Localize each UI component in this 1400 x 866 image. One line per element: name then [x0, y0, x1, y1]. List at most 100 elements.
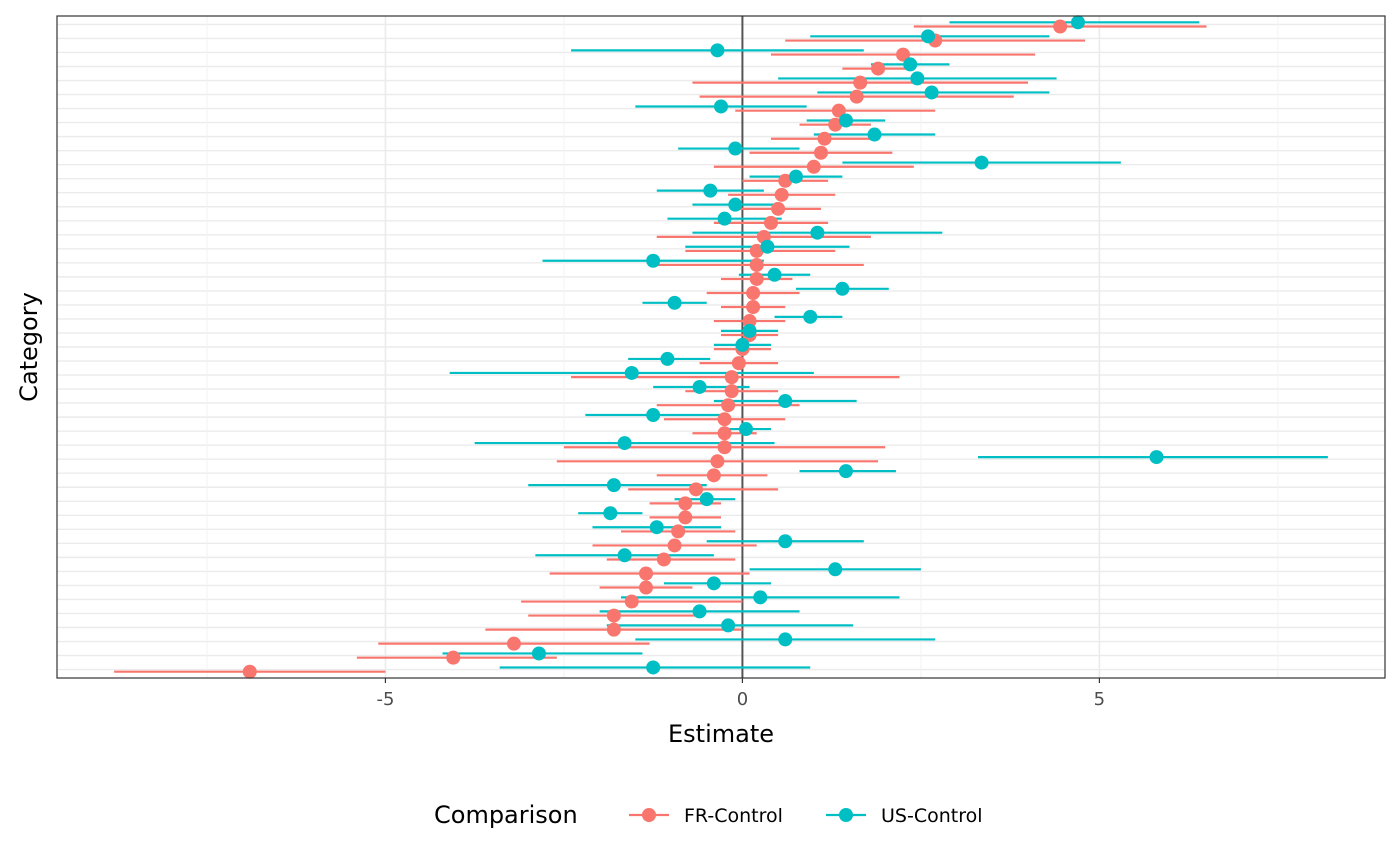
point-estimate [753, 590, 768, 605]
x-tick-label: -5 [376, 689, 394, 710]
legend-key-dot [642, 808, 656, 822]
point-estimate [731, 356, 746, 371]
point-estimate [763, 215, 778, 230]
point-estimate [531, 646, 546, 661]
point-estimate [749, 257, 764, 272]
x-axis-ticks: -5 0 5 [376, 678, 1105, 710]
point-estimate [721, 398, 736, 413]
point-estimate [742, 323, 757, 338]
plot-panel-border [56, 15, 1386, 679]
point-estimate [660, 351, 675, 366]
legend-key-us-control [826, 808, 866, 822]
point-estimate [714, 99, 728, 114]
point-estimate [667, 295, 682, 310]
point-estimate [746, 286, 761, 301]
point-estimate [242, 664, 257, 679]
point-estimate [810, 225, 825, 240]
y-axis-title: Category [15, 292, 43, 402]
point-estimate [746, 300, 761, 315]
point-estimate [849, 89, 864, 104]
point-estimate [710, 43, 725, 58]
point-estimate [1053, 19, 1068, 34]
point-estimate [838, 113, 853, 128]
point-estimate [924, 85, 939, 100]
point-estimate [717, 440, 732, 455]
point-estimate [974, 155, 989, 170]
point-estimate [667, 538, 682, 553]
point-estimate [624, 365, 639, 380]
point-estimate [838, 464, 853, 479]
point-estimate [831, 103, 846, 118]
point-estimate [921, 29, 936, 44]
point-estimate [903, 57, 918, 72]
point-estimate [735, 337, 750, 352]
point-estimate [749, 271, 764, 286]
point-estimate [721, 618, 736, 633]
point-estimate [446, 650, 461, 665]
point-estimate [828, 117, 843, 132]
point-estimate [646, 253, 661, 268]
point-estimate [646, 660, 661, 675]
point-estimate [706, 468, 721, 483]
point-estimate [778, 393, 793, 408]
point-estimate [649, 520, 664, 535]
point-estimate [717, 211, 732, 226]
legend: Comparison FR-Control US-Control [434, 801, 983, 829]
point-estimate [867, 127, 882, 142]
point-estimate [703, 183, 718, 198]
point-estimate [646, 408, 661, 423]
point-estimate [760, 239, 775, 254]
point-estimate [910, 71, 925, 86]
x-tick-label: 5 [1094, 689, 1105, 710]
point-estimate [678, 496, 693, 511]
point-estimate [806, 159, 821, 174]
point-estimate [710, 454, 725, 469]
point-estimate [767, 267, 782, 282]
point-estimate [724, 370, 739, 385]
point-estimate [606, 608, 621, 623]
point-estimate [706, 576, 721, 591]
point-estimate [778, 534, 793, 549]
point-estimate [788, 169, 803, 184]
point-estimate [724, 384, 739, 399]
point-estimate [749, 243, 764, 258]
point-estimate [624, 594, 639, 609]
point-estimate [813, 145, 828, 160]
point-estimates [242, 15, 1164, 679]
point-estimate [506, 636, 521, 651]
point-estimate [778, 173, 793, 188]
point-estimate [742, 314, 757, 329]
point-estimate [803, 309, 818, 324]
point-estimate [871, 61, 886, 76]
point-estimate [1149, 450, 1164, 465]
point-estimate [738, 422, 753, 437]
point-estimate [1070, 15, 1085, 30]
point-estimate [717, 426, 732, 441]
point-estimate [853, 75, 868, 90]
legend-label-us-control: US-Control [881, 805, 983, 827]
point-estimate [692, 604, 707, 619]
point-estimate [606, 478, 621, 493]
point-estimate [717, 412, 732, 427]
point-estimate [778, 632, 793, 647]
legend-title: Comparison [434, 801, 578, 829]
point-estimate [774, 187, 789, 202]
point-estimate [639, 566, 654, 581]
point-estimate [617, 436, 632, 451]
point-estimate [828, 562, 843, 577]
point-estimate [896, 47, 911, 62]
point-estimate [639, 580, 654, 595]
grid-lines [57, 16, 1385, 678]
x-axis-title: Estimate [668, 720, 774, 748]
point-estimate [728, 141, 743, 156]
point-estimate [835, 281, 850, 296]
point-estimate [671, 524, 686, 539]
point-estimate [728, 197, 743, 212]
point-estimate [603, 506, 618, 521]
point-estimate [699, 492, 714, 507]
point-estimate [606, 622, 621, 637]
x-tick-label: 0 [737, 689, 748, 710]
point-estimate [656, 552, 671, 567]
point-estimate [771, 201, 786, 216]
